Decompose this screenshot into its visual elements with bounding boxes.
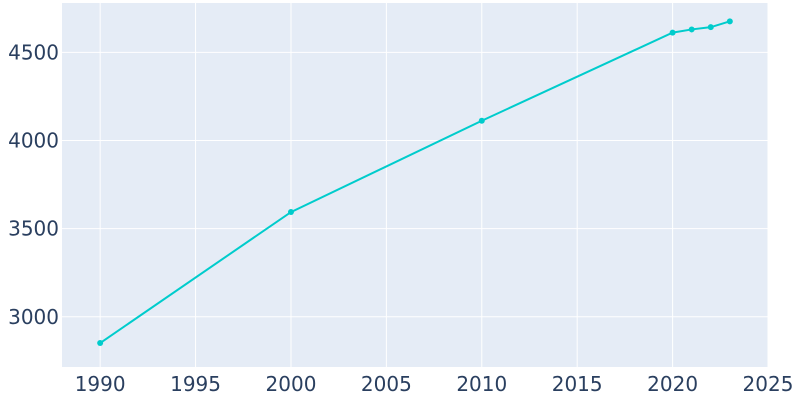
data-point — [669, 29, 676, 36]
data-point — [726, 18, 733, 25]
y-tick-label: 3500 — [8, 217, 59, 241]
x-tick-label: 2000 — [266, 372, 317, 396]
plot-area — [62, 3, 768, 367]
y-tick-label: 4000 — [8, 128, 59, 152]
axes: 1990 1995 2000 2005 2010 2015 2020 2025 3000 3500… — [8, 40, 793, 396]
data-point — [478, 117, 485, 124]
x-tick-label: 2025 — [743, 372, 794, 396]
x-tick-label: 1990 — [75, 372, 126, 396]
x-tick-label: 2020 — [647, 372, 698, 396]
data-point — [97, 340, 104, 347]
data-point — [688, 26, 695, 33]
series-layer — [97, 18, 733, 347]
y-tick-label: 3000 — [8, 305, 59, 329]
data-point — [707, 24, 714, 31]
data-point — [287, 209, 294, 216]
x-tick-label: 2015 — [552, 372, 603, 396]
y-tick-label: 4500 — [8, 40, 59, 64]
x-tick-label: 2005 — [361, 372, 412, 396]
gridlines — [62, 3, 769, 367]
x-tick-label: 1995 — [170, 372, 221, 396]
x-tick-label: 2010 — [456, 372, 507, 396]
